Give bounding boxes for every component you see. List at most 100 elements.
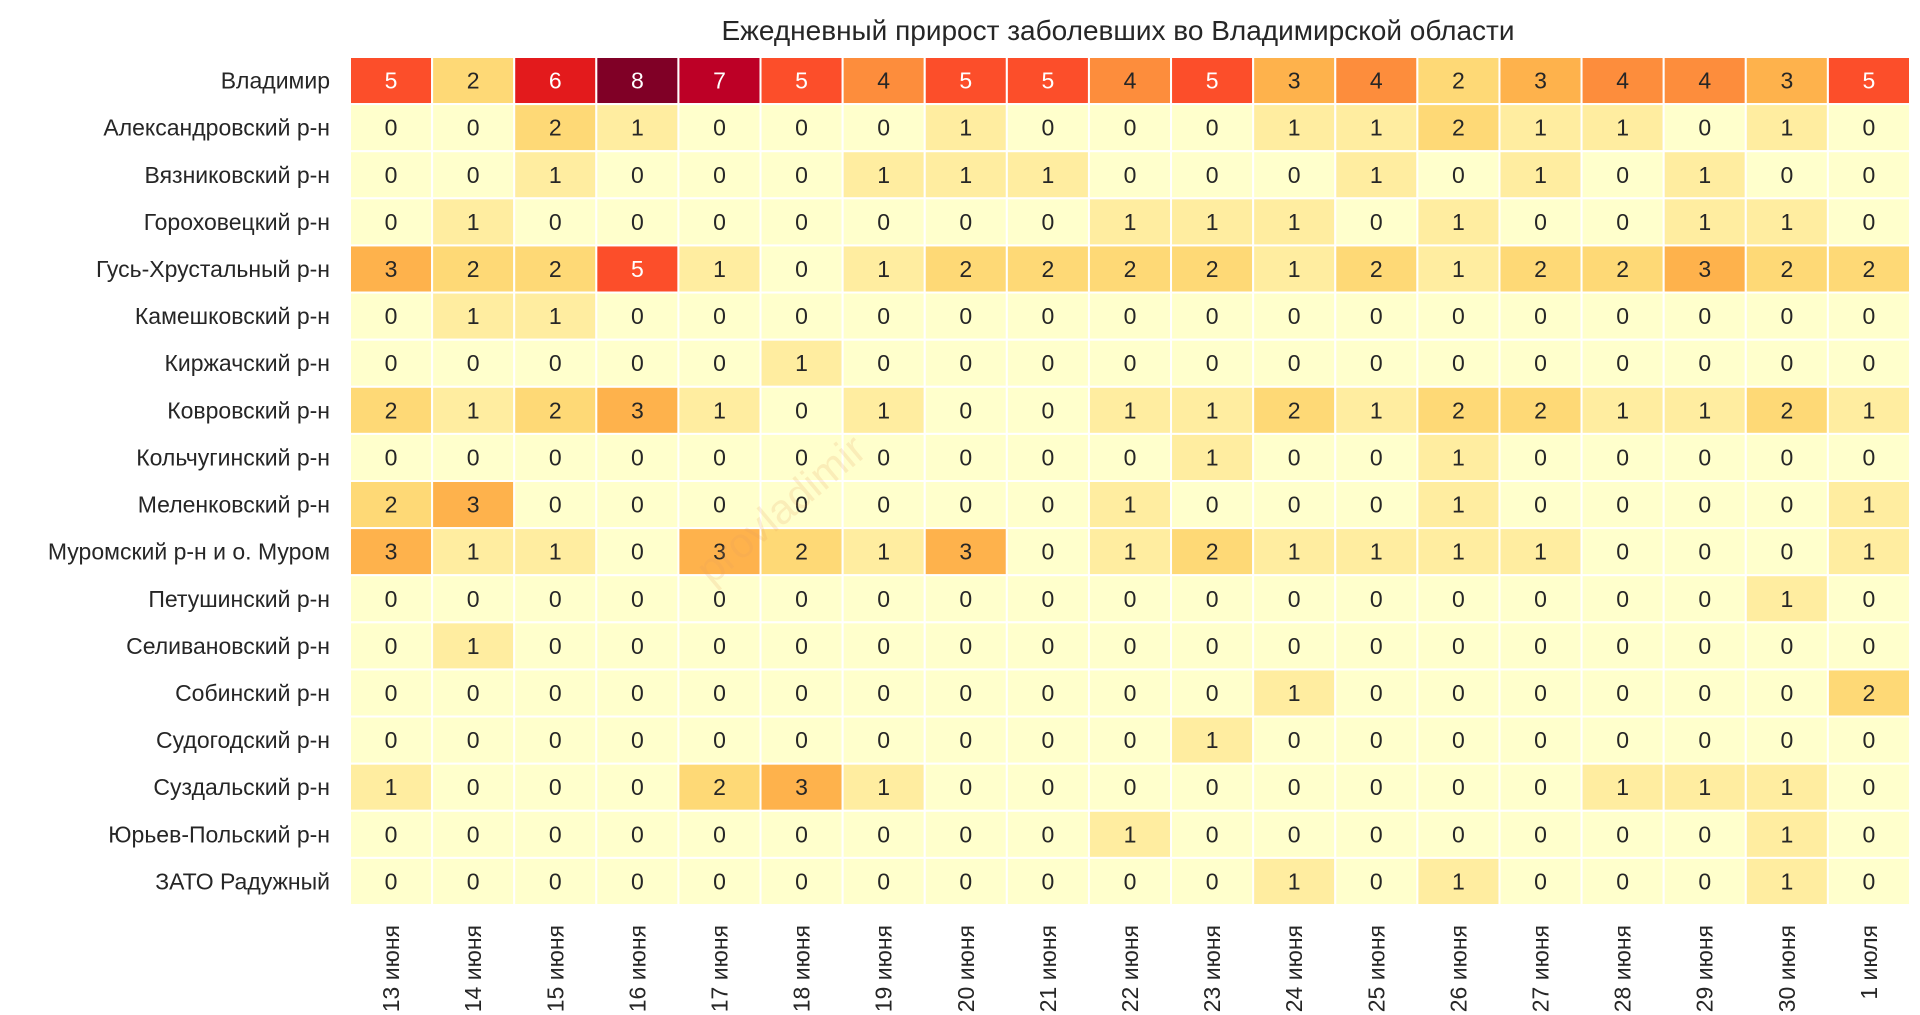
cell-value-label: 0: [385, 115, 398, 141]
heatmap-cell: [595, 150, 680, 200]
cell-value-label: 0: [1041, 821, 1054, 847]
heatmap-cell: [923, 291, 1008, 341]
heatmap-cell: [1580, 56, 1665, 106]
cell-value-label: 3: [713, 539, 726, 565]
cell-value-label: 1: [1370, 162, 1383, 188]
cell-value-label: 1: [1041, 162, 1054, 188]
heatmap-cell: [841, 856, 926, 907]
row-label: Киржачский р-н: [165, 350, 331, 376]
heatmap-cell: [1252, 150, 1337, 200]
cell-value-label: 0: [1616, 303, 1629, 329]
cell-value-label: 2: [549, 115, 562, 141]
heatmap-cell: [431, 103, 516, 153]
cell-value-label: 0: [549, 868, 562, 894]
heatmap-cell: [1580, 715, 1665, 765]
cell-value-label: 3: [385, 256, 398, 282]
heatmap-cell: [1334, 715, 1419, 765]
heatmap-cell: [1087, 103, 1173, 153]
heatmap-cell: [1252, 56, 1337, 106]
cell-value-label: 3: [1698, 256, 1711, 282]
heatmap-cell: [431, 244, 516, 294]
heatmap-cell: [1087, 150, 1173, 200]
cell-value-label: 0: [959, 774, 972, 800]
heatmap-cell: [1170, 856, 1255, 907]
cell-value-label: 2: [1780, 256, 1793, 282]
cell-value-label: 2: [1206, 539, 1219, 565]
cell-value-label: 3: [467, 492, 480, 518]
heatmap-cell: [431, 856, 516, 907]
cell-value-label: 1: [1534, 115, 1547, 141]
cell-value-label: 1: [549, 303, 562, 329]
cell-value-label: 0: [467, 680, 480, 706]
cell-value-label: 0: [385, 162, 398, 188]
heatmap-cell: [759, 762, 844, 812]
heatmap-cell: [1252, 574, 1337, 624]
heatmap-cell: [595, 291, 680, 341]
column-label: 17 июня: [706, 925, 732, 1012]
heatmap-cell: [1744, 103, 1829, 153]
cell-value-label: 0: [1452, 727, 1465, 753]
cell-value-label: 0: [713, 303, 726, 329]
cell-value-label: 0: [1863, 162, 1876, 188]
cell-value-label: 0: [1616, 209, 1629, 235]
cell-value-label: 1: [713, 397, 726, 423]
cell-value-label: 8: [631, 68, 644, 94]
heatmap-cell: [1416, 56, 1501, 106]
heatmap-cell: [841, 338, 926, 388]
cell-value-label: 1: [877, 539, 890, 565]
cell-value-label: 0: [631, 209, 644, 235]
cell-value-label: 0: [1452, 350, 1465, 376]
heatmap-cell: [677, 856, 762, 907]
cell-value-label: 0: [1370, 680, 1383, 706]
heatmap-cell: [349, 809, 434, 859]
cell-value-label: 1: [1698, 162, 1711, 188]
heatmap-cell: [841, 809, 926, 859]
heatmap-cell: [513, 574, 598, 624]
heatmap-cell: [1005, 715, 1090, 765]
cell-value-label: 0: [1534, 303, 1547, 329]
cell-value-label: 0: [1863, 633, 1876, 659]
cell-value-label: 0: [1534, 727, 1547, 753]
cell-value-label: 0: [549, 444, 562, 470]
cell-value-label: 0: [713, 444, 726, 470]
cell-value-label: 2: [1534, 397, 1547, 423]
heatmap-cell: [1826, 762, 1912, 812]
heatmap-cell: [1662, 197, 1747, 247]
cell-value-label: 0: [1616, 444, 1629, 470]
cell-value-label: 1: [467, 209, 480, 235]
cell-value-label: 1: [1370, 539, 1383, 565]
heatmap-cell: [1826, 621, 1912, 671]
heatmap-cell: [349, 291, 434, 341]
cell-value-label: 0: [1616, 680, 1629, 706]
cell-value-label: 0: [1206, 350, 1219, 376]
cell-value-label: 0: [1698, 727, 1711, 753]
cell-value-label: 0: [549, 209, 562, 235]
cell-value-label: 0: [1452, 633, 1465, 659]
heatmap-cell: [1498, 621, 1583, 671]
cell-value-label: 0: [1288, 633, 1301, 659]
column-label: 25 июня: [1363, 925, 1389, 1012]
heatmap-cell: [1826, 291, 1912, 341]
cell-value-label: 3: [385, 539, 398, 565]
cell-value-label: 0: [795, 868, 808, 894]
heatmap-cell: [1252, 385, 1337, 435]
heatmap-cell: [1416, 762, 1501, 812]
heatmap-cell: [759, 527, 844, 577]
cell-value-label: 2: [1452, 115, 1465, 141]
cell-value-label: 0: [1616, 350, 1629, 376]
heatmap-cell: [513, 715, 598, 765]
cell-value-label: 1: [467, 539, 480, 565]
cell-value-label: 0: [1124, 727, 1137, 753]
cell-value-label: 1: [467, 303, 480, 329]
cell-value-label: 0: [1288, 303, 1301, 329]
cell-value-label: 5: [631, 256, 644, 282]
cell-value-label: 0: [631, 868, 644, 894]
cell-value-label: 1: [1863, 492, 1876, 518]
cell-value-label: 1: [1698, 397, 1711, 423]
heatmap-cell: [1744, 338, 1829, 388]
heatmap-cell: [1498, 715, 1583, 765]
cell-value-label: 0: [713, 492, 726, 518]
cell-value-label: 0: [1534, 633, 1547, 659]
heatmap-cell: [1498, 291, 1583, 341]
cell-value-label: 1: [1370, 397, 1383, 423]
